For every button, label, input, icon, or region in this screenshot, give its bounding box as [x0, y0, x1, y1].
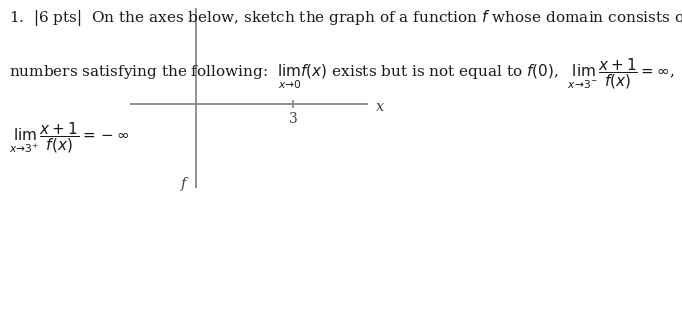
Text: 1.  $|$6 pts$|$  On the axes below, sketch the graph of a function $f$ whose dom: 1. $|$6 pts$|$ On the axes below, sketch…	[9, 8, 682, 28]
Text: x: x	[376, 100, 385, 114]
Text: numbers satisfying the following:  $\lim_{x\to 0}f(x)$ exists but is not equal t: numbers satisfying the following: $\lim_…	[9, 56, 682, 91]
Text: 3: 3	[289, 112, 297, 126]
Text: $\lim_{x\to 3^+}\dfrac{x+1}{f(x)}=-\infty$: $\lim_{x\to 3^+}\dfrac{x+1}{f(x)}=-\inft…	[9, 120, 130, 155]
Text: f: f	[181, 178, 186, 191]
